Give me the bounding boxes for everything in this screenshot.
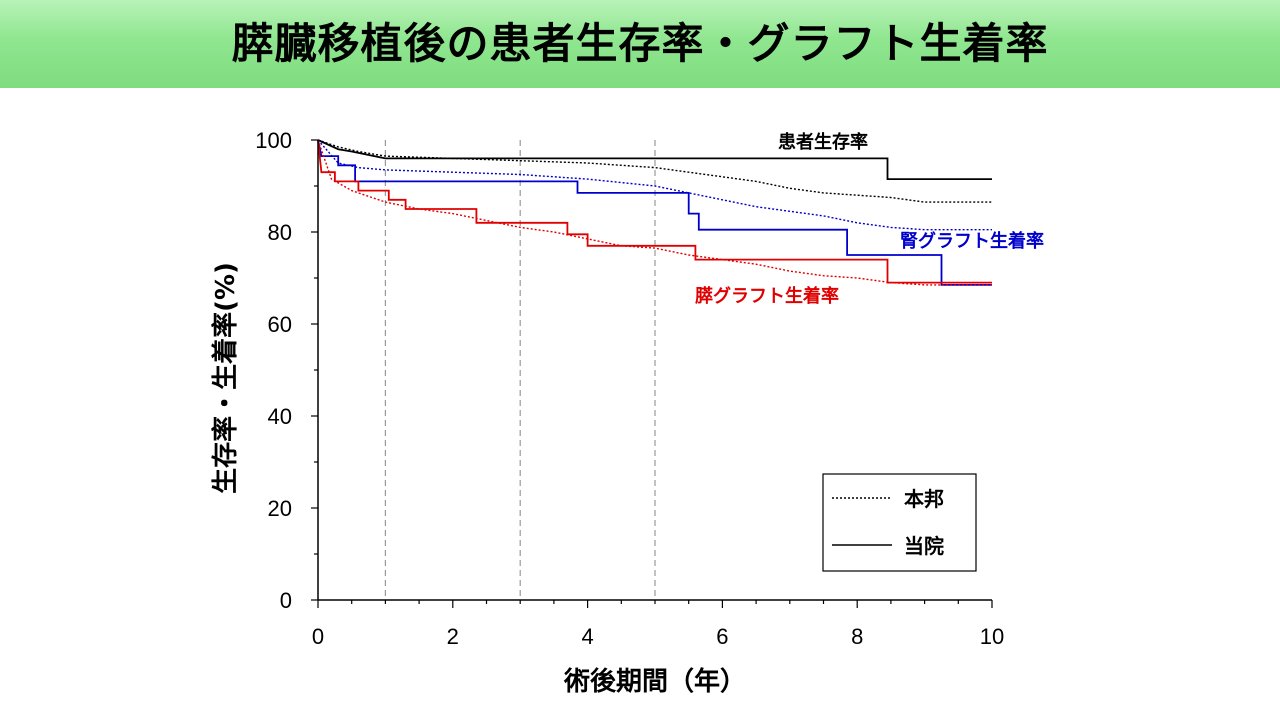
x-ticks: 0 2 4 6 8 10 — [312, 600, 1004, 649]
survival-curves — [317, 139, 992, 286]
legend-label-hospital: 当院 — [904, 534, 944, 558]
x-axis-label: 術後期間（年） — [563, 666, 746, 697]
series-line-3-national — [317, 139, 992, 231]
slide-title: 膵臓移植後の患者生存率・グラフト生着率 — [231, 19, 1049, 68]
y-ticks: 0 20 40 60 80 100 — [255, 128, 318, 613]
series-line-0-hospital — [317, 139, 992, 181]
x-tick-label: 8 — [851, 624, 863, 649]
legend: 本邦 当院 — [822, 473, 977, 572]
vertical-reference-lines — [384, 140, 656, 600]
legend-box — [822, 473, 977, 572]
y-tick-label: 20 — [268, 496, 292, 521]
y-tick-label: 60 — [268, 312, 292, 337]
y-tick-label: 80 — [268, 220, 292, 245]
series-line-4-hospital — [317, 139, 992, 284]
series-line-2-hospital — [317, 139, 992, 286]
pancreas-graft-label: 膵グラフト生着率 — [694, 285, 839, 307]
x-tick-label: 6 — [716, 624, 728, 649]
series-line-5-national — [317, 139, 992, 286]
y-tick-label: 40 — [268, 404, 292, 429]
legend-label-national: 本邦 — [904, 487, 944, 511]
x-tick-label: 4 — [581, 624, 593, 649]
patient-survival-label: 患者生存率 — [778, 131, 868, 153]
y-tick-label: 100 — [255, 128, 292, 153]
kidney-graft-label: 腎グラフト生着率 — [900, 230, 1044, 252]
x-tick-label: 2 — [447, 624, 459, 649]
x-tick-label: 10 — [980, 624, 1004, 649]
title-banner: 膵臓移植後の患者生存率・グラフト生着率 — [0, 0, 1280, 88]
y-axis-label: 生存率・生着率(%) — [210, 262, 241, 494]
x-tick-label: 0 — [312, 624, 324, 649]
series-line-1-national — [317, 139, 992, 203]
y-tick-label: 0 — [280, 588, 292, 613]
